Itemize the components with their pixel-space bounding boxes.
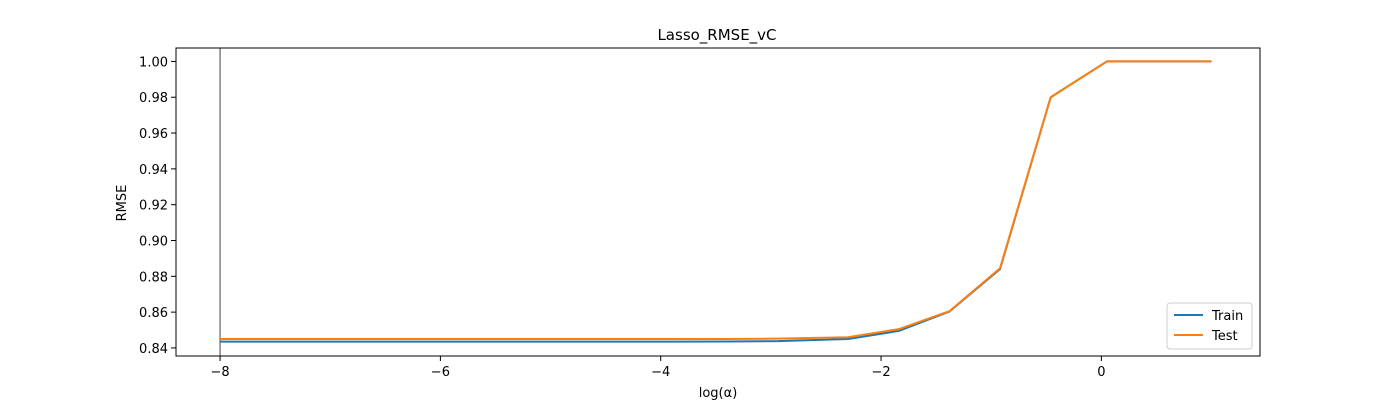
y-tick-label: 0.96 xyxy=(139,127,168,142)
y-tick-label: 0.94 xyxy=(139,163,168,178)
plot-marks xyxy=(219,48,1212,356)
y-tick-label: 1.00 xyxy=(139,55,168,70)
x-tick-label: −8 xyxy=(210,365,229,380)
legend-label-test: Test xyxy=(1211,329,1238,344)
chart-title: Lasso_RMSE_vC xyxy=(657,26,776,45)
y-axis: 0.84 0.86 0.88 0.90 0.92 0.94 0.96 0.98 1.00 xyxy=(139,55,176,357)
x-tick-label: −4 xyxy=(651,365,670,380)
y-tick-label: 0.86 xyxy=(139,306,168,321)
y-tick-label: 0.98 xyxy=(139,91,168,106)
legend-label-train: Train xyxy=(1211,309,1243,324)
plot-frame xyxy=(175,47,1261,357)
series-line-train xyxy=(220,60,1212,343)
x-tick-label: 0 xyxy=(1097,365,1105,380)
series-line-test xyxy=(220,60,1212,340)
x-axis: −8 −6 −4 −2 0 xyxy=(210,356,1106,380)
y-tick-label: 0.92 xyxy=(139,199,168,214)
x-tick-label: −6 xyxy=(431,365,450,380)
x-axis-label: log(α) xyxy=(699,386,738,400)
y-tick-label: 0.88 xyxy=(139,270,168,285)
chart-legend: Train Test xyxy=(1166,302,1253,350)
y-axis-label: RMSE xyxy=(115,185,130,222)
y-tick-label: 0.84 xyxy=(139,342,168,357)
x-tick-label: −2 xyxy=(871,365,890,380)
y-tick-label: 0.90 xyxy=(139,235,168,250)
